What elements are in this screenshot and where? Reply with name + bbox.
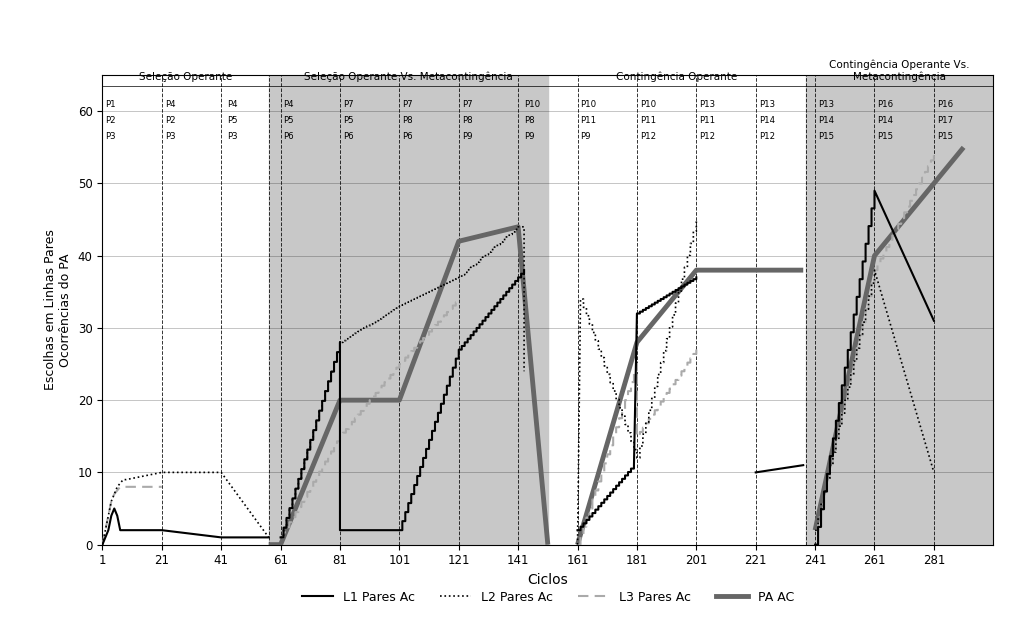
L1 Pares Ac: [284, 514, 296, 521]
PA AC: [797, 267, 809, 274]
PA AC: [262, 541, 274, 548]
L3 Pares Ac: [892, 226, 904, 233]
PA AC: [868, 252, 881, 259]
Line: L1 Pares Ac: L1 Pares Ac: [102, 191, 934, 545]
L3 Pares Ac: [96, 541, 109, 548]
Text: P5: P5: [343, 116, 353, 125]
L2 Pares Ac: [607, 379, 620, 386]
Text: P6: P6: [402, 132, 413, 141]
Text: Seleção Operante Vs. Metacontingência: Seleção Operante Vs. Metacontingência: [304, 72, 513, 83]
PA AC: [928, 180, 940, 187]
Text: P11: P11: [581, 116, 597, 125]
L2 Pares Ac: [859, 305, 871, 313]
Text: P7: P7: [462, 100, 472, 110]
Line: L3 Pares Ac: L3 Pares Ac: [102, 155, 934, 545]
Text: P10: P10: [524, 100, 541, 110]
Text: P2: P2: [165, 116, 175, 125]
Text: P13: P13: [699, 100, 716, 110]
PA AC: [690, 267, 702, 274]
Text: P1: P1: [105, 100, 116, 110]
Text: P8: P8: [402, 116, 413, 125]
PA AC: [334, 396, 346, 404]
Text: P15: P15: [818, 132, 835, 141]
Text: P5: P5: [284, 116, 294, 125]
L3 Pares Ac: [399, 357, 412, 364]
L1 Pares Ac: [622, 468, 634, 476]
PA AC: [957, 143, 970, 151]
Text: P6: P6: [343, 132, 353, 141]
L3 Pares Ac: [417, 334, 429, 342]
Text: P4: P4: [284, 100, 294, 110]
PA AC: [453, 237, 465, 245]
Text: P4: P4: [165, 100, 175, 110]
L2 Pares Ac: [470, 259, 482, 266]
PA AC: [274, 541, 287, 548]
Text: P11: P11: [699, 116, 716, 125]
Text: P5: P5: [227, 116, 238, 125]
L1 Pares Ac: [928, 317, 940, 324]
Text: P8: P8: [462, 116, 472, 125]
Text: P14: P14: [818, 116, 835, 125]
Line: PA AC: PA AC: [268, 147, 964, 545]
PA AC: [809, 526, 821, 534]
Legend: L1 Pares Ac, L2 Pares Ac, L3 Pares Ac, PA AC: L1 Pares Ac, L2 Pares Ac, L3 Pares Ac, P…: [297, 586, 799, 609]
Text: Contingência Operante: Contingência Operante: [616, 72, 737, 83]
L3 Pares Ac: [928, 151, 940, 158]
Text: P13: P13: [818, 100, 835, 110]
Text: P7: P7: [343, 100, 353, 110]
PA AC: [512, 223, 524, 230]
L2 Pares Ac: [96, 541, 109, 548]
L3 Pares Ac: [618, 406, 631, 413]
L2 Pares Ac: [818, 488, 830, 495]
Text: P11: P11: [640, 116, 656, 125]
L1 Pares Ac: [604, 492, 616, 500]
Text: P14: P14: [759, 116, 775, 125]
L3 Pares Ac: [910, 185, 923, 193]
Text: P8: P8: [524, 116, 535, 125]
Text: P3: P3: [227, 132, 238, 141]
Text: P15: P15: [937, 132, 953, 141]
PA AC: [393, 396, 406, 404]
Text: P14: P14: [878, 116, 894, 125]
PA AC: [750, 267, 762, 274]
Text: P9: P9: [462, 132, 472, 141]
L3 Pares Ac: [396, 357, 409, 364]
L1 Pares Ac: [459, 339, 471, 346]
L1 Pares Ac: [292, 475, 304, 483]
Text: Contingência Operante Vs.
Metacontingência: Contingência Operante Vs. Metacontingênc…: [829, 59, 970, 83]
L1 Pares Ac: [313, 417, 326, 424]
Text: P12: P12: [699, 132, 716, 141]
Line: L2 Pares Ac: L2 Pares Ac: [102, 220, 934, 545]
PA AC: [542, 541, 554, 548]
Text: P12: P12: [759, 132, 775, 141]
Text: P6: P6: [284, 132, 294, 141]
Bar: [268, 75, 548, 545]
Text: P16: P16: [878, 100, 894, 110]
Text: P10: P10: [640, 100, 656, 110]
Text: P15: P15: [878, 132, 894, 141]
Bar: [806, 75, 993, 545]
Text: P9: P9: [524, 132, 535, 141]
Text: P10: P10: [581, 100, 597, 110]
L2 Pares Ac: [928, 469, 940, 476]
Text: P16: P16: [937, 100, 953, 110]
PA AC: [571, 541, 584, 548]
Text: P7: P7: [402, 100, 413, 110]
Text: P9: P9: [581, 132, 591, 141]
L2 Pares Ac: [854, 331, 866, 339]
Text: P17: P17: [937, 116, 953, 125]
Text: P3: P3: [165, 132, 175, 141]
X-axis label: Ciclos: Ciclos: [527, 573, 568, 587]
Text: P2: P2: [105, 116, 116, 125]
Text: P12: P12: [640, 132, 656, 141]
Text: Seleção Operante: Seleção Operante: [139, 73, 232, 83]
Text: P3: P3: [105, 132, 116, 141]
L1 Pares Ac: [96, 541, 109, 548]
Text: P13: P13: [759, 100, 775, 110]
PA AC: [631, 339, 643, 346]
Text: P4: P4: [227, 100, 238, 110]
Y-axis label: Escolhas em Linhas Pares
Ocorrências do PA: Escolhas em Linhas Pares Ocorrências do …: [44, 230, 73, 390]
L2 Pares Ac: [396, 302, 409, 310]
